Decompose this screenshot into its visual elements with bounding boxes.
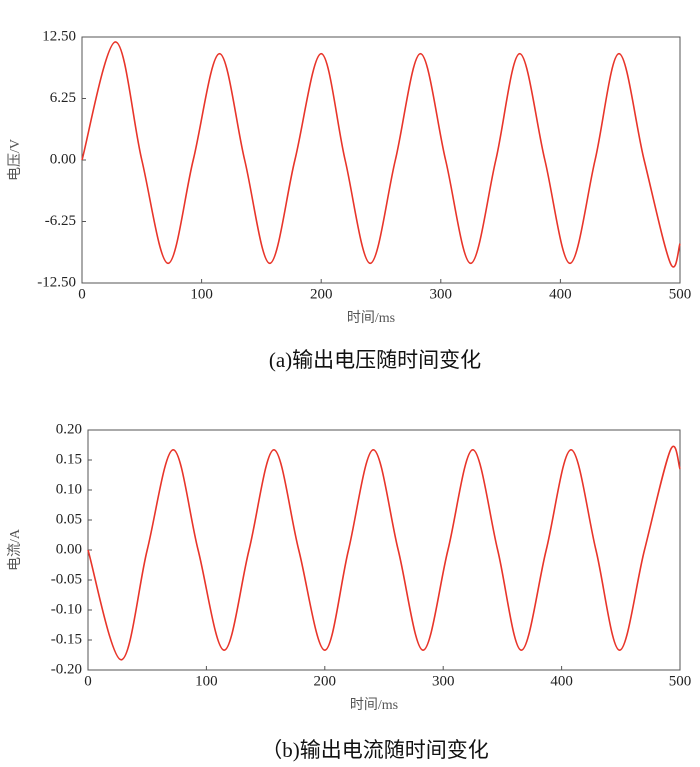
y-tick-label: -0.20 (51, 661, 82, 677)
plot-frame (81, 36, 681, 284)
x-tick-label: 100 (190, 286, 213, 302)
x-tick-label: 0 (84, 673, 92, 689)
y-tick-label: -0.15 (51, 631, 82, 647)
data-line (87, 445, 681, 661)
y-tick-label: -6.25 (45, 213, 76, 229)
y-tick-label: 0.20 (56, 421, 82, 437)
y-tick-label: -12.50 (37, 274, 76, 290)
x-axis-label: 时间/ms (350, 697, 398, 713)
x-tick-label: 100 (195, 673, 218, 689)
y-tick-label: 0.05 (56, 511, 82, 527)
caption: (a)输出电压随时间变化 (269, 348, 481, 372)
x-tick-label: 500 (669, 286, 692, 302)
y-tick-label: 0.00 (56, 541, 82, 557)
x-tick-label: 500 (669, 673, 692, 689)
x-axis-label: 时间/ms (347, 310, 395, 326)
y-axis-label: 电流/A (7, 528, 23, 571)
x-tick-label: 200 (310, 286, 333, 302)
plot-frame (87, 429, 681, 671)
y-tick-label: -0.05 (51, 571, 82, 587)
x-tick-label: 200 (314, 673, 337, 689)
x-tick-label: 300 (432, 673, 455, 689)
data-line (81, 41, 681, 268)
y-tick-label: 0.00 (50, 151, 76, 167)
caption: （b)输出电流随时间变化 (261, 738, 489, 762)
x-tick-label: 300 (430, 286, 453, 302)
x-tick-label: 400 (549, 286, 572, 302)
y-tick-label: 6.25 (50, 90, 76, 106)
y-tick-label: 12.50 (42, 28, 76, 44)
y-tick-label: 0.10 (56, 481, 82, 497)
y-tick-label: 0.15 (56, 451, 82, 467)
x-tick-label: 0 (78, 286, 86, 302)
x-tick-label: 400 (550, 673, 573, 689)
y-axis-label: 电压/V (7, 139, 23, 181)
y-tick-label: -0.10 (51, 601, 82, 617)
